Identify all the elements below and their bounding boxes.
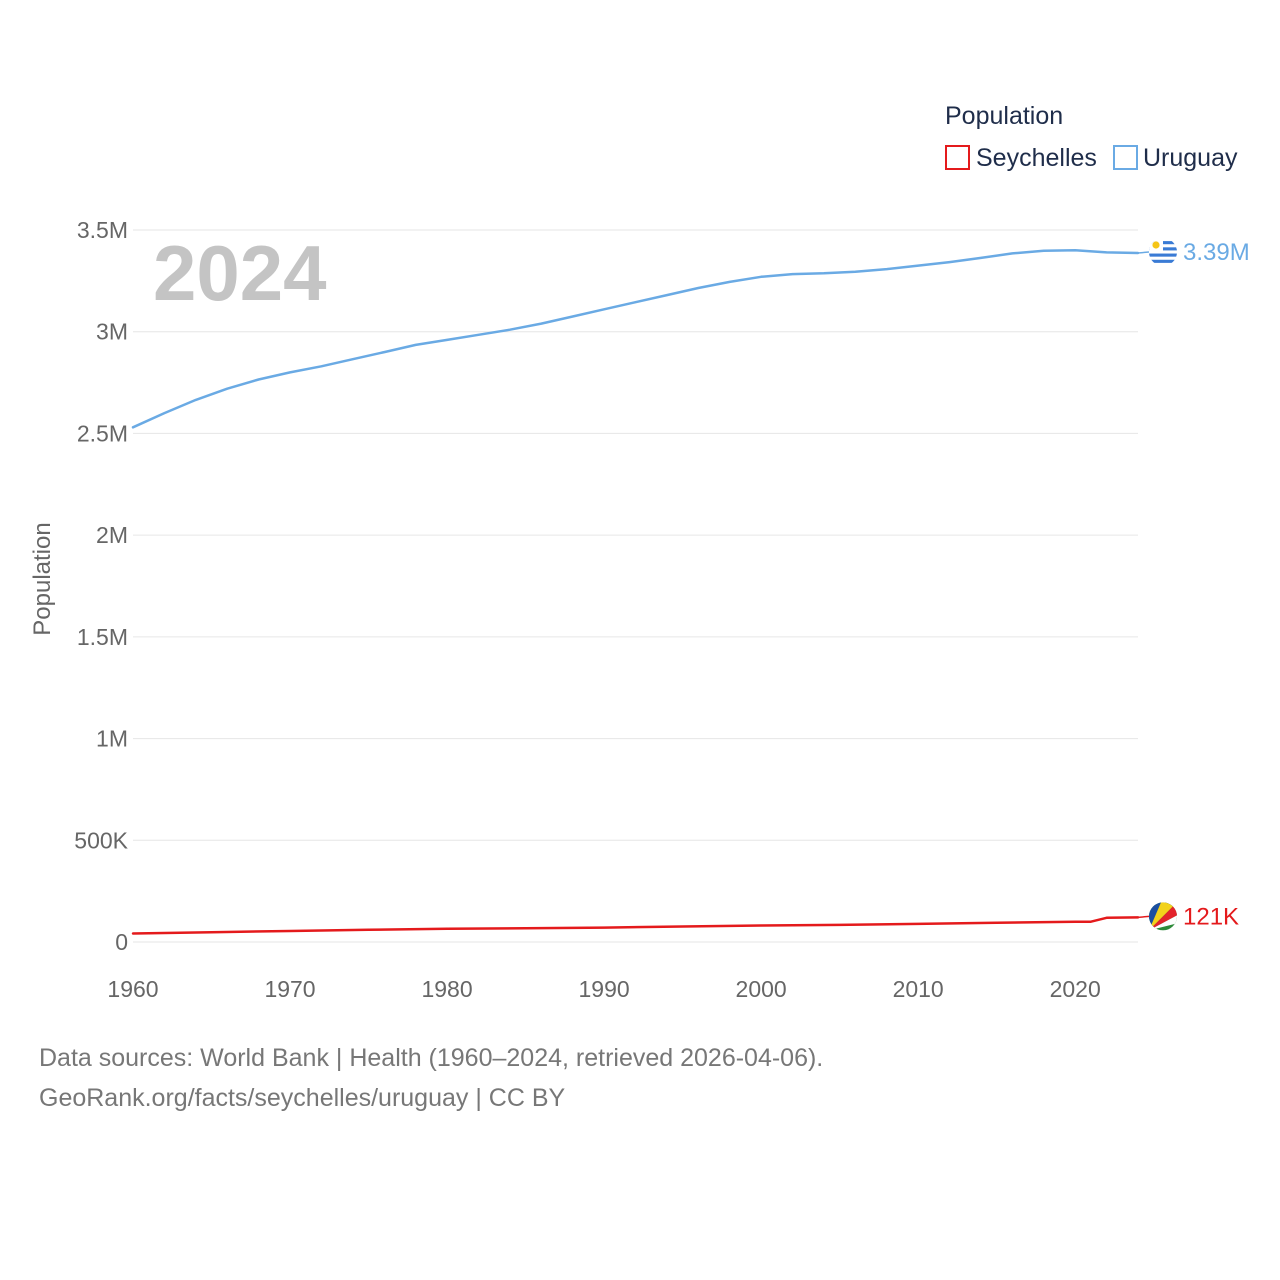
series-line-seychelles [131,916,1140,935]
y-tick-label: 2M [96,522,128,548]
y-tick-label: 1.5M [77,624,128,650]
legend-swatch-seychelles [945,145,970,170]
y-tick-label: 0 [115,929,128,955]
footer-sources: Data sources: World Bank | Health (1960–… [39,1044,824,1072]
end-connector [1137,251,1150,254]
legend-title: Population [945,102,1063,130]
y-axis-ticks: 0 500K 1M 1.5M 2M 2.5M 3M 3.5M [74,217,128,955]
series-lines [131,249,1140,935]
year-label: 2024 [153,229,327,317]
legend: Population Seychelles Uruguay [945,102,1238,172]
y-tick-label: 3M [96,319,128,345]
y-tick-label: 3.5M [77,217,128,243]
x-tick-label: 2010 [893,976,944,1002]
x-tick-label: 2020 [1050,976,1101,1002]
x-tick-label: 2000 [736,976,787,1002]
seychelles-flag-icon [1149,902,1177,931]
x-tick-label: 1970 [264,976,315,1002]
legend-item-seychelles[interactable]: Seychelles [945,144,1097,172]
x-tick-label: 1960 [107,976,158,1002]
end-label-uruguay: 3.39M [1183,239,1250,266]
x-tick-label: 1990 [579,976,630,1002]
legend-label-seychelles: Seychelles [976,144,1097,172]
y-tick-label: 1M [96,726,128,752]
series-end-markers: 121K 3.39M [1137,237,1250,931]
legend-item-uruguay[interactable]: Uruguay [1113,144,1238,172]
end-connector [1137,915,1150,919]
series-line-uruguay [131,249,1140,429]
uruguay-flag-icon [1149,237,1177,266]
y-axis-title: Population [29,522,56,635]
x-axis-ticks: 1960 1970 1980 1990 2000 2010 2020 [107,976,1100,1002]
grid-lines [133,229,1138,943]
x-tick-label: 1980 [421,976,472,1002]
legend-swatch-uruguay [1113,145,1138,170]
legend-label-uruguay: Uruguay [1143,144,1238,172]
y-tick-label: 500K [74,827,128,853]
end-label-seychelles: 121K [1183,903,1239,930]
y-tick-label: 2.5M [77,420,128,446]
footer-attribution: GeoRank.org/facts/seychelles/uruguay | C… [39,1084,566,1112]
